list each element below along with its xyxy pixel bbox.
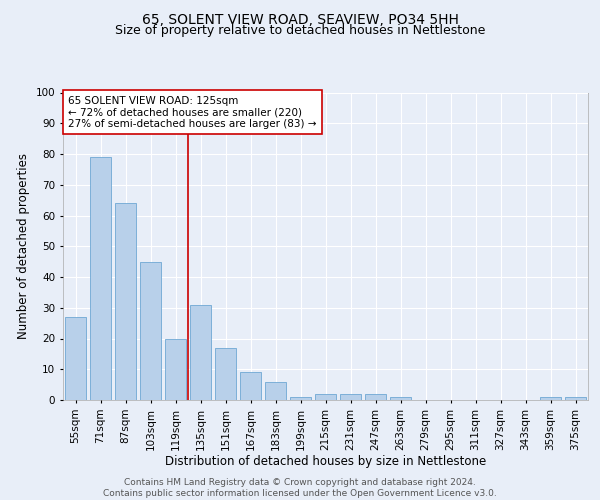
- Bar: [140, 262, 161, 400]
- Bar: [365, 394, 386, 400]
- Bar: [290, 397, 311, 400]
- Bar: [540, 397, 561, 400]
- Text: Size of property relative to detached houses in Nettlestone: Size of property relative to detached ho…: [115, 24, 485, 37]
- Text: 65, SOLENT VIEW ROAD, SEAVIEW, PO34 5HH: 65, SOLENT VIEW ROAD, SEAVIEW, PO34 5HH: [142, 12, 458, 26]
- Bar: [165, 338, 186, 400]
- Bar: [190, 304, 211, 400]
- Bar: [65, 317, 86, 400]
- Bar: [390, 397, 411, 400]
- Bar: [565, 397, 586, 400]
- Y-axis label: Number of detached properties: Number of detached properties: [17, 153, 30, 339]
- Bar: [90, 157, 111, 400]
- Text: 65 SOLENT VIEW ROAD: 125sqm
← 72% of detached houses are smaller (220)
27% of se: 65 SOLENT VIEW ROAD: 125sqm ← 72% of det…: [68, 96, 317, 129]
- Bar: [315, 394, 336, 400]
- Bar: [115, 203, 136, 400]
- X-axis label: Distribution of detached houses by size in Nettlestone: Distribution of detached houses by size …: [165, 456, 486, 468]
- Bar: [215, 348, 236, 400]
- Bar: [265, 382, 286, 400]
- Text: Contains HM Land Registry data © Crown copyright and database right 2024.
Contai: Contains HM Land Registry data © Crown c…: [103, 478, 497, 498]
- Bar: [240, 372, 261, 400]
- Bar: [340, 394, 361, 400]
